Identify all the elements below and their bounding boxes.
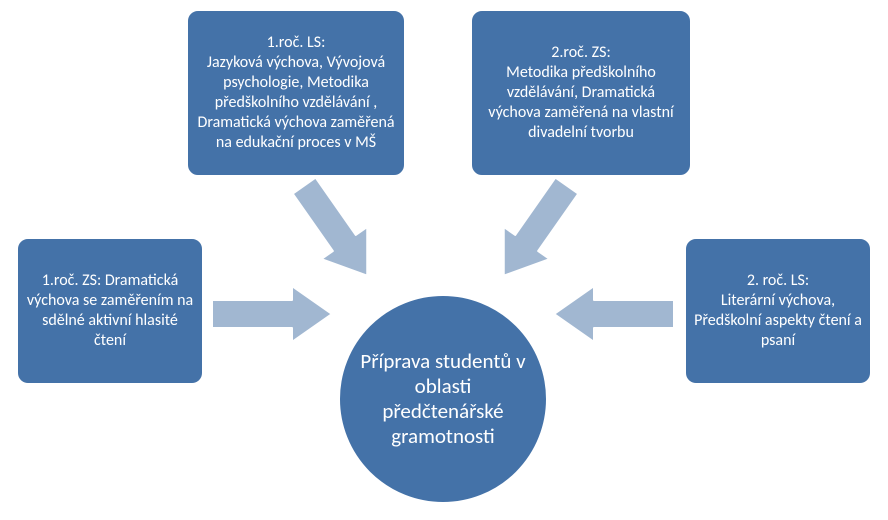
node-2roc-ls: 2. roč. LS:Literární výchova, Předškolní…: [684, 237, 872, 385]
node-text: 2. roč. LS:Literární výchova, Předškolní…: [694, 271, 862, 351]
arrow-from-n1: [210, 282, 338, 346]
node-1roc-zs: 1.roč. ZS: Dramatická výchova se zaměřen…: [16, 237, 204, 385]
arrow-from-n3: [474, 166, 594, 299]
node-text: 2.roč. ZS:Metodika předškolního vzdělává…: [480, 43, 682, 143]
center-node: Příprava studentů v oblasti předčtenářsk…: [338, 294, 548, 504]
arrow-from-n2: [277, 166, 397, 299]
node-1roc-ls: 1.roč. LS:Jazyková výchova, Vývojová psy…: [186, 9, 406, 177]
node-text: 1.roč. ZS: Dramatická výchova se zaměřen…: [26, 271, 194, 351]
node-2roc-zs: 2.roč. ZS:Metodika předškolního vzdělává…: [470, 9, 692, 177]
center-text: Příprava studentů v oblasti předčtenářsk…: [360, 349, 526, 450]
arrow-from-n4: [548, 282, 676, 346]
node-text: 1.roč. LS:Jazyková výchova, Vývojová psy…: [196, 33, 396, 153]
